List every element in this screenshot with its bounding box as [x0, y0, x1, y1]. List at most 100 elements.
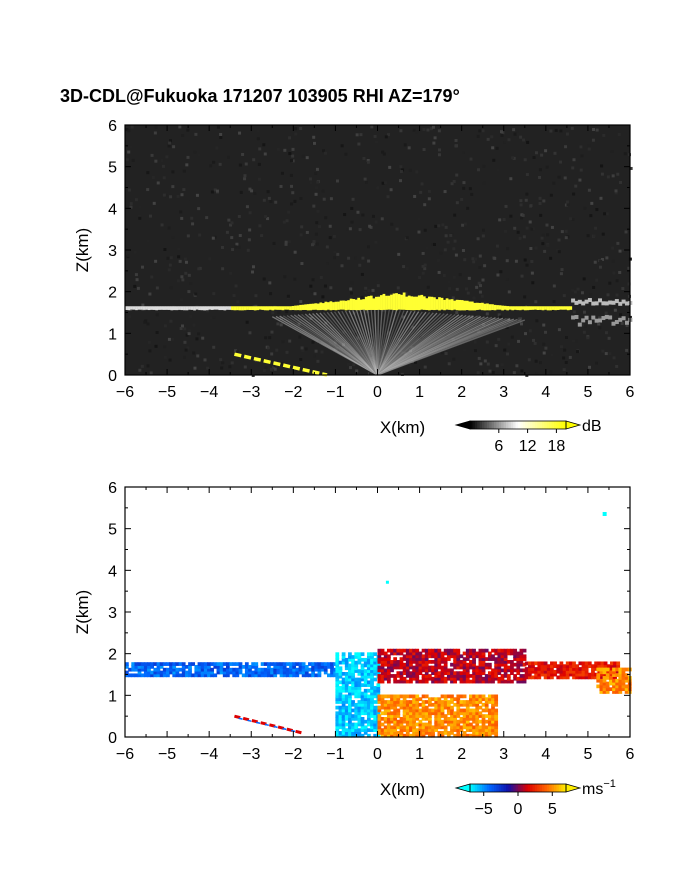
cloud-band-cell — [458, 299, 462, 311]
velocity-cell — [624, 676, 629, 680]
velocity-cell — [459, 671, 464, 675]
noise-cell — [600, 257, 604, 261]
noise-cell — [332, 234, 336, 238]
noise-cell — [323, 284, 327, 288]
noise-cell — [503, 348, 507, 352]
velocity-cell — [594, 661, 598, 666]
velocity-cell — [446, 668, 451, 673]
velocity-cell — [335, 672, 340, 676]
velocity-cell — [153, 670, 158, 675]
noise-cell — [594, 361, 598, 365]
velocity-cell — [602, 684, 607, 689]
cloud-band-cell — [377, 296, 381, 310]
velocity-cell — [150, 670, 155, 675]
noise-cell — [513, 132, 517, 136]
velocity-cell — [500, 679, 505, 684]
velocity-cell — [534, 669, 539, 674]
edge-echo-cell — [604, 301, 609, 306]
velocity-cell — [295, 662, 300, 666]
p1-ytick-label: 2 — [108, 285, 117, 302]
velocity-cell — [428, 708, 432, 713]
cloud-band-cell — [493, 304, 497, 311]
cloud-band-cell — [352, 299, 355, 310]
noise-cell — [402, 265, 406, 269]
velocity-cell — [169, 670, 173, 675]
velocity-cell — [450, 668, 454, 673]
velocity-cell — [399, 719, 404, 724]
velocity-cell — [434, 708, 439, 713]
noise-cell — [523, 158, 527, 162]
cloud-band-cell — [468, 301, 472, 311]
velocity-cell — [402, 657, 407, 661]
velocity-cell — [443, 725, 448, 730]
noise-cell — [250, 189, 254, 193]
noise-cell — [366, 158, 370, 162]
noise-cell — [130, 125, 134, 129]
velocity-cell — [380, 668, 385, 673]
velocity-cell — [618, 687, 623, 692]
velocity-cell — [380, 728, 385, 732]
velocity-cell — [421, 705, 426, 710]
velocity-cell — [377, 648, 382, 653]
velocity-cell — [357, 691, 362, 696]
noise-cell — [578, 178, 582, 182]
p2-colorbar-arrow-high — [565, 783, 582, 793]
velocity-cell — [338, 660, 343, 665]
cloud-band-cell — [364, 296, 368, 311]
velocity-cell — [478, 660, 483, 664]
velocity-cell — [465, 705, 470, 710]
velocity-cell — [351, 691, 355, 696]
velocity-cell — [462, 657, 467, 661]
velocity-cell — [409, 660, 413, 664]
velocity-cell — [522, 674, 527, 678]
velocity-cell — [516, 651, 521, 656]
velocity-cell — [363, 663, 368, 668]
noise-cell — [254, 294, 258, 298]
noise-cell — [571, 339, 575, 343]
velocity-cell — [522, 679, 527, 684]
velocity-cell — [399, 700, 404, 704]
noise-cell — [601, 232, 605, 236]
velocity-cell — [308, 667, 312, 672]
cloud-band-cell — [546, 306, 550, 311]
velocity-cell — [335, 688, 340, 693]
noise-cell — [312, 141, 316, 145]
noise-cell — [565, 132, 569, 136]
velocity-cell — [418, 731, 423, 735]
noise-cell — [437, 224, 441, 228]
noise-cell — [352, 363, 356, 367]
p1-colorbar-arrow-high — [565, 420, 582, 430]
velocity-cell — [363, 719, 368, 724]
velocity-cell — [584, 661, 589, 666]
p1-colorbar-cell — [470, 421, 473, 429]
noise-cell — [485, 312, 489, 316]
velocity-cell — [147, 665, 151, 669]
velocity-cell — [314, 673, 319, 678]
velocity-cell — [363, 674, 368, 679]
velocity-cell — [396, 665, 401, 670]
noise-cell — [129, 202, 133, 206]
velocity-cell — [434, 717, 439, 721]
velocity-cell — [229, 662, 233, 666]
edge-echo-cell — [624, 301, 629, 306]
velocity-cell — [244, 670, 249, 675]
noise-cell — [195, 193, 199, 197]
noise-cell — [614, 191, 618, 195]
velocity-cell — [354, 677, 359, 682]
velocity-cell — [472, 665, 476, 670]
noise-cell — [230, 221, 234, 225]
velocity-cell — [341, 652, 346, 657]
velocity-cell — [399, 705, 404, 710]
noise-cell — [621, 287, 625, 291]
velocity-cell — [383, 654, 388, 659]
velocity-cell — [377, 679, 382, 684]
velocity-cell — [405, 728, 410, 732]
noise-cell — [264, 215, 268, 219]
p1-colorbar-cell — [537, 421, 541, 429]
velocity-cell — [360, 725, 365, 730]
velocity-cell — [559, 669, 564, 674]
velocity-cell — [469, 697, 473, 702]
edge-echo-cell — [598, 318, 603, 323]
velocity-cell — [491, 731, 495, 735]
velocity-cell — [605, 687, 610, 692]
